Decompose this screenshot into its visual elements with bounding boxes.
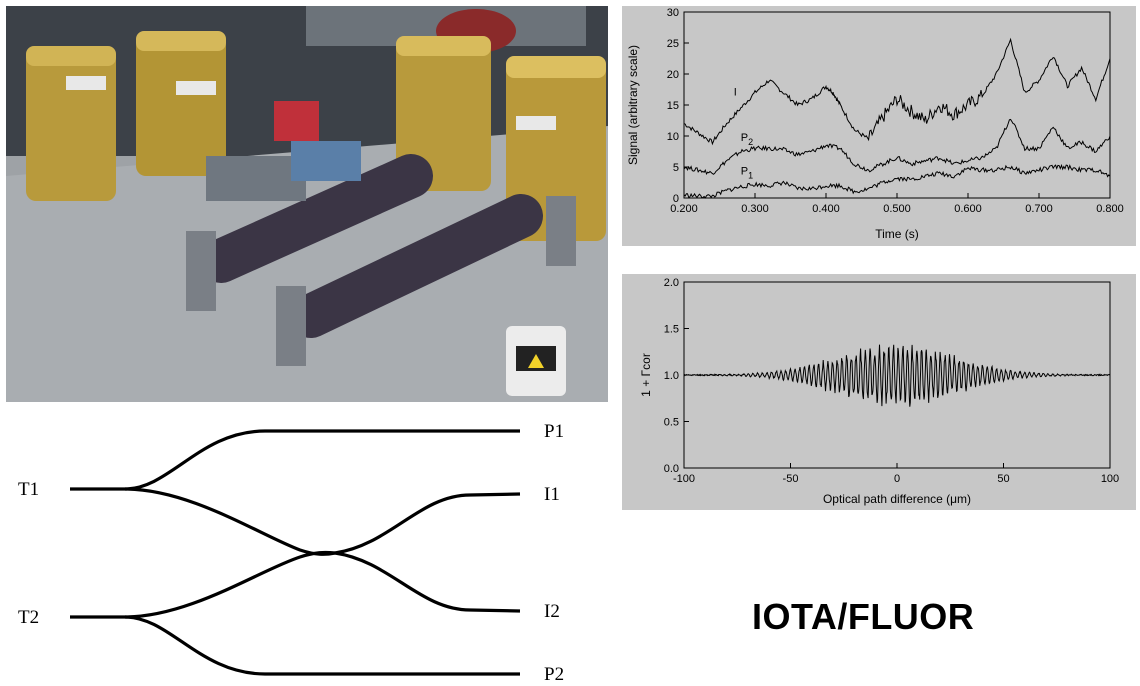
x-tick-label: 100 (1101, 473, 1119, 485)
y-tick-label: 2.0 (664, 277, 679, 289)
series-line-i (683, 37, 1111, 146)
gold-cylinders (26, 31, 606, 241)
x-axis-title: Time (s) (875, 227, 919, 241)
signal-vs-time-chart: 0.200 0.300 0.400 0.500 0.600 0.700 0.800 0 5 10 1… (622, 6, 1136, 246)
y-tick-label: 15 (667, 100, 679, 112)
x-tick-label: 0 (894, 473, 900, 485)
y-axis-title: Signal (arbitrary scale) (626, 45, 640, 165)
port-label-i1: I1 (544, 484, 560, 505)
fiber-rolls (199, 154, 543, 338)
x-tick-label: -50 (783, 473, 799, 485)
y-tick-label: 1.0 (664, 370, 679, 382)
instrument-title: IOTA/FLUOR (752, 596, 975, 637)
port-label-i2: I2 (544, 601, 560, 622)
fiber-to-i2 (334, 551, 521, 613)
y-tick-label: 20 (667, 69, 679, 81)
y-tick-label: 5 (673, 162, 679, 174)
series-label-p2: P2 (741, 132, 753, 147)
fiber-to-i1 (334, 492, 521, 555)
y-tick-label: 0.0 (664, 463, 679, 475)
x-tick-label: 0.700 (1025, 203, 1053, 215)
port-label-p2: P2 (544, 664, 564, 685)
x-axis-title: Optical path difference (μm) (823, 492, 971, 506)
fiber-to-p2 (124, 615, 520, 676)
fiber-t2-to-coupler (124, 550, 336, 619)
x-tick-label: 0.800 (1096, 203, 1124, 215)
y-axis-title: 1 + Γcor (639, 353, 653, 397)
y-tick-label: 0.5 (664, 417, 679, 429)
y-tick-label: 0 (673, 193, 679, 205)
port-label-p1: P1 (544, 421, 564, 442)
x-tick-label: 0.300 (741, 203, 769, 215)
x-tick-label: 0.500 (883, 203, 911, 215)
y-tick-label: 25 (667, 38, 679, 50)
interferogram-chart: -100 -50 0 50 100 0.0 0.5 1.0 1.5 2.0 Optical pat… (622, 274, 1136, 510)
y-tick-label: 10 (667, 131, 679, 143)
fringe-line (683, 344, 1111, 407)
series-line-p2 (683, 118, 1111, 176)
fiber-to-p1 (124, 429, 520, 491)
coupler-diagram: T1 T2 P1 I1 I2 P2 (18, 421, 564, 685)
series-label-p1: P1 (741, 165, 753, 180)
y-tick-label: 30 (667, 7, 679, 19)
x-tick-label: 0.400 (812, 203, 840, 215)
series-line-p1 (683, 163, 1111, 199)
fluor-photograph (6, 6, 608, 402)
port-label-t2: T2 (18, 607, 39, 628)
port-label-t1: T1 (18, 479, 39, 500)
fiber-t1-to-coupler (124, 487, 336, 556)
x-tick-label: -100 (673, 473, 695, 485)
x-tick-label: 50 (997, 473, 1009, 485)
y-tick-label: 1.5 (664, 324, 679, 336)
x-tick-label: 0.200 (670, 203, 698, 215)
x-tick-label: 0.600 (954, 203, 982, 215)
series-label-i: I (734, 87, 737, 99)
